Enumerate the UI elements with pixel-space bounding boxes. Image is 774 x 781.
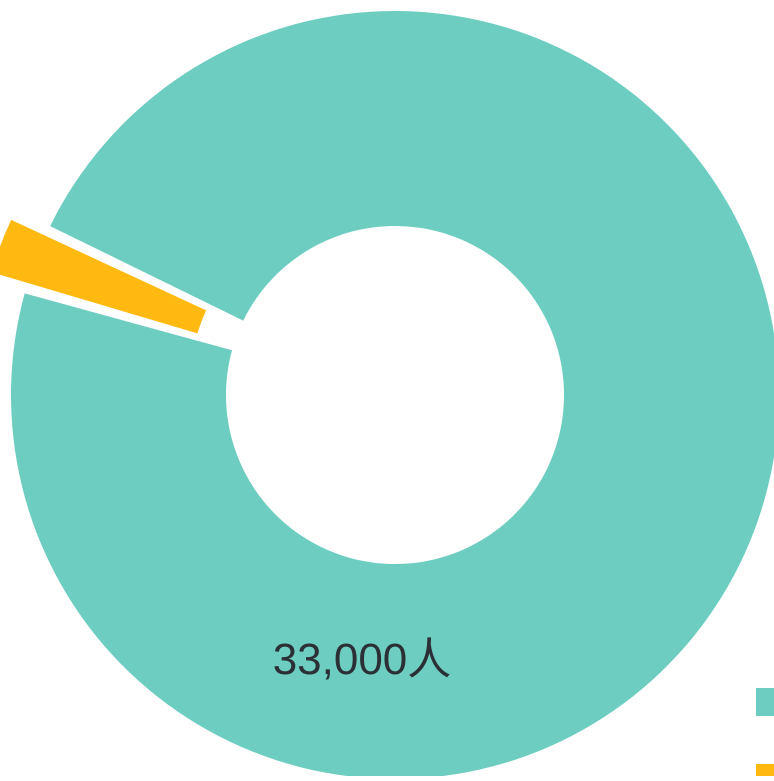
- legend-swatch-1: [756, 764, 774, 776]
- slice-label-0: 33,000人: [273, 635, 452, 684]
- slice-1: [0, 219, 207, 334]
- legend: [756, 688, 774, 776]
- legend-swatch-0: [756, 688, 774, 716]
- labels-layer: 33,000人: [273, 635, 452, 684]
- slices-layer: [0, 11, 774, 779]
- slice-0: [11, 11, 774, 779]
